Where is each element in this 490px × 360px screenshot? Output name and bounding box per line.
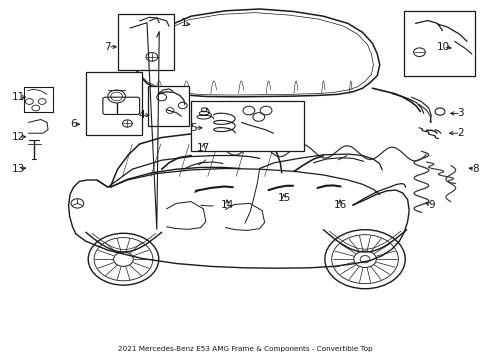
- Text: 14: 14: [221, 200, 235, 210]
- Text: 1: 1: [180, 18, 187, 28]
- Text: 16: 16: [334, 200, 347, 210]
- Bar: [148, 86, 189, 126]
- Bar: [404, 11, 475, 76]
- Text: 12: 12: [12, 132, 25, 142]
- FancyBboxPatch shape: [103, 97, 140, 114]
- Text: 3: 3: [457, 108, 464, 118]
- Text: 11: 11: [12, 92, 25, 102]
- Text: 13: 13: [12, 164, 25, 174]
- Text: 17: 17: [196, 143, 210, 153]
- Text: 9: 9: [428, 200, 435, 210]
- Bar: [191, 101, 304, 151]
- Text: 4: 4: [139, 110, 146, 120]
- Text: 5: 5: [190, 123, 197, 133]
- Text: 2: 2: [457, 128, 464, 138]
- Text: 7: 7: [104, 42, 111, 52]
- Text: 15: 15: [277, 193, 291, 203]
- Bar: [86, 72, 142, 135]
- Text: 10: 10: [437, 42, 450, 52]
- Text: 2021 Mercedes-Benz E53 AMG Frame & Components - Convertible Top: 2021 Mercedes-Benz E53 AMG Frame & Compo…: [118, 346, 372, 352]
- Text: 6: 6: [70, 119, 77, 129]
- Text: 8: 8: [472, 164, 479, 174]
- Bar: [118, 14, 174, 70]
